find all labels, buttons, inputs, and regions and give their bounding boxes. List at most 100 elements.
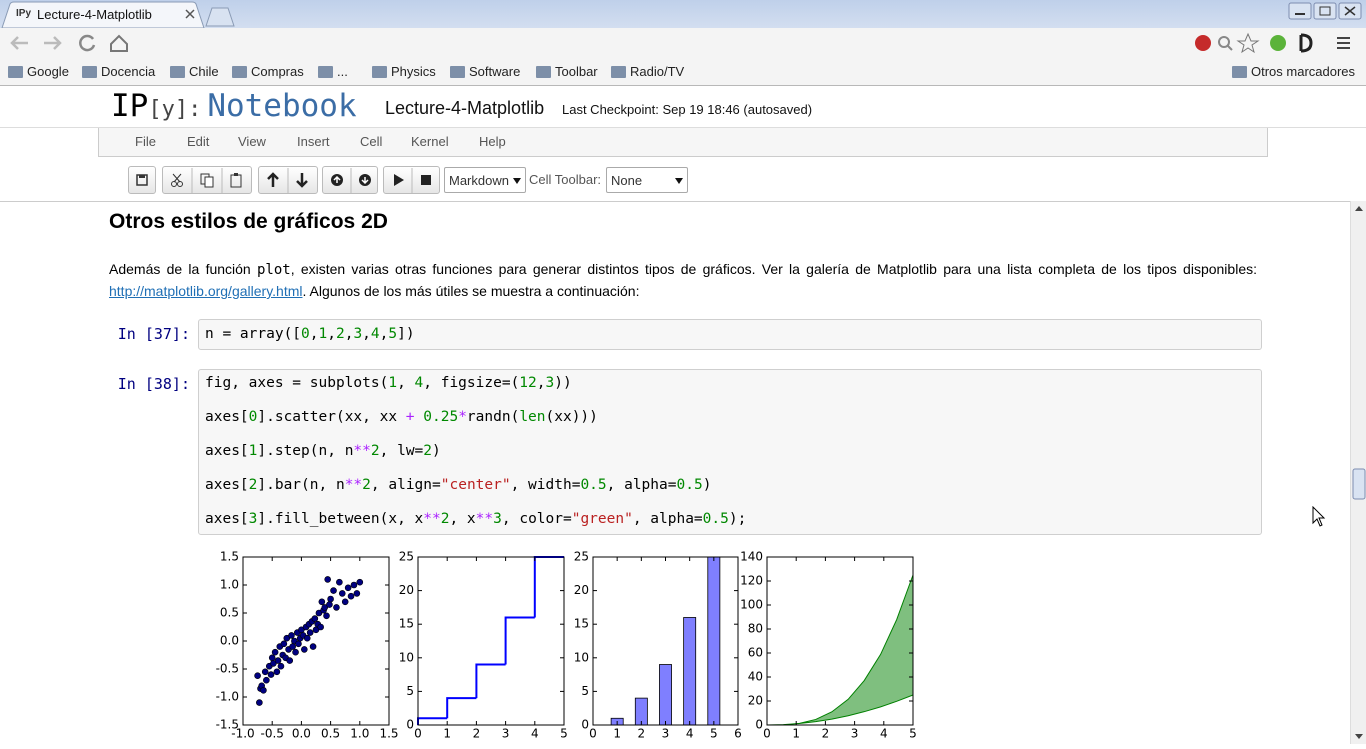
address-row: 127.0.0.1:8888/d494ba91-b258-4b76-af5e-8… xyxy=(0,28,1366,84)
cell-toolbar-select[interactable]: None xyxy=(606,167,688,193)
save-button[interactable] xyxy=(128,166,156,194)
code-token: 0.5 xyxy=(676,477,703,493)
icon xyxy=(267,168,308,193)
y-tick-label: 15 xyxy=(574,617,589,631)
code-token: 3 xyxy=(353,326,363,342)
bookmark[interactable]: Physics xyxy=(372,64,436,79)
bookmark-label: Physics xyxy=(391,64,436,79)
bookmark-label: Radio/TV xyxy=(630,64,685,79)
y-tick-label: 25 xyxy=(574,550,589,564)
code-token: randn( xyxy=(466,409,520,425)
bookmark[interactable]: Compras xyxy=(232,64,304,79)
cell-type: Markdown xyxy=(449,173,509,188)
y-tick-label: 5 xyxy=(581,684,589,698)
folder-icon xyxy=(536,65,551,78)
bookmark[interactable]: Software xyxy=(450,64,520,79)
scrollbar[interactable] xyxy=(1350,201,1366,744)
scatter-point xyxy=(260,686,267,694)
scatter-point xyxy=(326,601,333,608)
menu-item[interactable]: Kernel xyxy=(411,134,449,149)
bookmark[interactable]: Radio/TV xyxy=(611,64,684,79)
code-token: , xyxy=(327,326,336,342)
code-token: ].fill_between(x, x xyxy=(257,511,424,527)
code-token: axes[ xyxy=(205,409,249,425)
menu-item[interactable]: Help xyxy=(479,134,506,149)
code-token: 0 xyxy=(301,326,310,342)
x-tick-label: 1 xyxy=(443,727,451,741)
x-tick-label: 0.0 xyxy=(292,727,311,741)
bookmark-label: Compras xyxy=(251,64,304,79)
menu-item[interactable]: Edit xyxy=(187,134,210,149)
scatter-point xyxy=(347,592,355,600)
code-cell-input[interactable] xyxy=(198,369,1262,535)
y-tick-label: 80 xyxy=(748,622,763,636)
y-tick-label: -1.0 xyxy=(216,690,239,704)
bookmark-label: Docencia xyxy=(101,64,156,79)
y-tick-label: 25 xyxy=(399,550,414,564)
folder-icon xyxy=(8,65,23,78)
folder-icon xyxy=(318,65,333,78)
markdown-paragraph: Además de la función plot, existen varia… xyxy=(109,259,1257,302)
tab-icon: IPy xyxy=(16,8,32,19)
other-bookmarks[interactable]: Otros marcadores xyxy=(1232,64,1355,79)
insert-buttons[interactable] xyxy=(322,166,378,194)
scatter-point xyxy=(261,668,269,676)
x-tick-label: 0 xyxy=(414,727,422,741)
code-token: 3 xyxy=(248,511,258,527)
bookmark[interactable]: Toolbar xyxy=(536,64,598,79)
x-tick-label: 3 xyxy=(502,727,510,741)
run-buttons[interactable] xyxy=(383,166,440,194)
menu-bar: File Edit View Insert Cell Kernel Help xyxy=(98,128,1268,157)
menu-item[interactable]: Insert xyxy=(297,134,330,149)
x-tick-label: 1.5 xyxy=(379,727,398,741)
code-token: fig, axes = subplots( xyxy=(205,375,389,391)
gallery-link[interactable]: http://matplotlib.org/gallery.html xyxy=(109,283,303,299)
y-tick-label: 20 xyxy=(399,583,414,597)
x-tick-label: 1 xyxy=(613,727,621,741)
menu-item[interactable]: File xyxy=(135,134,156,149)
nav-buttons xyxy=(10,34,128,52)
code-token: 0.25 xyxy=(423,409,459,425)
code-line: axes[3].fill_between(x, x**2, x**3, colo… xyxy=(205,502,746,536)
bar xyxy=(683,617,697,726)
x-tick-label: 3 xyxy=(662,727,670,741)
bookmark-label: Chile xyxy=(189,64,219,79)
move-buttons[interactable] xyxy=(258,166,318,194)
x-tick-label: 1 xyxy=(792,727,800,741)
notebook-name[interactable]: Lecture-4-Matplotlib xyxy=(385,98,545,118)
bar xyxy=(659,664,672,726)
scatter-point xyxy=(356,578,364,586)
tab-title[interactable]: Lecture-4-Matplotlib xyxy=(37,7,152,22)
code-token: 2 xyxy=(362,477,371,493)
edit-buttons[interactable] xyxy=(162,166,252,194)
logo-name: Notebook xyxy=(207,88,357,124)
scatter-point xyxy=(336,578,343,586)
code-cell-input[interactable] xyxy=(198,319,1262,350)
code-token: axes[ xyxy=(205,443,249,459)
tab-shapes xyxy=(1,1,235,28)
text: . Algunos de los más útiles se muestra a… xyxy=(302,283,640,299)
bar xyxy=(707,556,721,726)
menu-item[interactable]: View xyxy=(238,134,266,149)
icon xyxy=(331,168,371,193)
code-token: 2 xyxy=(440,511,450,527)
code-token: 2 xyxy=(370,443,380,459)
cell-type-select[interactable]: Markdown xyxy=(444,167,526,193)
y-tick-label: 140 xyxy=(740,550,763,564)
code-token: ** xyxy=(344,477,363,493)
bookmark[interactable]: ... xyxy=(318,64,348,79)
menu-item[interactable]: Cell xyxy=(360,134,383,149)
bookmark[interactable]: Chile xyxy=(170,64,219,79)
scatter-point xyxy=(295,640,302,648)
logo-prefix: IP xyxy=(111,88,149,124)
code-token: ** xyxy=(423,511,441,527)
scatter-point xyxy=(344,584,352,592)
code-lines: fig, axes = subplots(1, 4, figsize=(12,3… xyxy=(205,366,746,536)
bookmark[interactable]: Docencia xyxy=(82,64,155,79)
bookmark[interactable]: Google xyxy=(8,64,69,79)
code-token: axes[ xyxy=(205,511,249,527)
bookmark-label: Toolbar xyxy=(555,64,598,79)
notebook-header: IP[y]: Notebook Lecture-4-Matplotlib Last… xyxy=(0,86,1366,128)
scatter-point xyxy=(309,643,317,650)
x-tick-label: 4 xyxy=(880,727,888,741)
